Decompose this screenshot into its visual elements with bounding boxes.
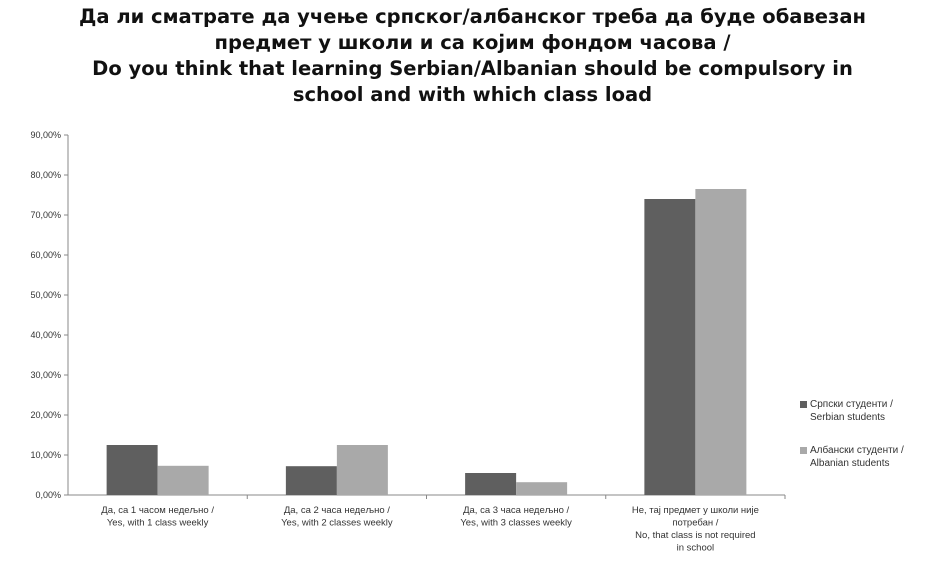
y-tick-label: 50,00%	[30, 290, 61, 300]
bar-series-2-cat-2	[337, 445, 388, 495]
y-tick-label: 90,00%	[30, 130, 61, 140]
y-tick-label: 40,00%	[30, 330, 61, 340]
bar-series-2-cat-4	[695, 189, 746, 495]
y-tick-label: 10,00%	[30, 450, 61, 460]
bar-series-1-cat-4	[644, 199, 695, 495]
bar-series-2-cat-1	[158, 466, 209, 495]
legend-label-line: Српски студенти /	[810, 398, 945, 411]
y-tick-label: 20,00%	[30, 410, 61, 420]
legend-label-line: Serbian students	[810, 411, 945, 424]
x-category-label: Yes, with 2 classes weekly	[281, 518, 393, 529]
x-category-label: Yes, with 3 classes weekly	[460, 518, 572, 529]
bars-group	[107, 189, 785, 499]
legend-label-line: Албански студенти /	[810, 444, 945, 457]
legend-entry: Албански студенти / Albanian students	[800, 444, 945, 470]
legend-entry: Српски студенти / Serbian students	[800, 398, 945, 424]
y-axis-ticks: 0,00% 10,00% 20,00% 30,00% 40,00% 50,00% 60,00…	[30, 130, 68, 500]
legend-swatch	[800, 447, 807, 454]
x-category-label: Yes, with 1 class weekly	[107, 518, 209, 529]
bar-series-1-cat-2	[286, 466, 337, 495]
y-tick-label: 80,00%	[30, 170, 61, 180]
legend-label-line: Albanian students	[810, 457, 945, 470]
x-category-label: Да, са 1 часом недељно /	[101, 505, 214, 516]
x-category-label: Не, тај предмет у школи није	[632, 505, 759, 516]
bar-series-1-cat-3	[465, 473, 516, 495]
bar-series-1-cat-1	[107, 445, 158, 495]
bar-series-2-cat-3	[516, 482, 567, 495]
x-category-label: потребан /	[672, 518, 718, 529]
y-tick-label: 30,00%	[30, 370, 61, 380]
legend-swatch	[800, 401, 807, 408]
legend: Српски студенти / Serbian students Албанск…	[800, 398, 945, 490]
legend-label: Српски студенти / Serbian students	[810, 398, 945, 424]
x-category-label: in school	[677, 543, 715, 554]
x-category-label: Да, са 3 часа недељно /	[463, 505, 569, 516]
y-tick-label: 60,00%	[30, 250, 61, 260]
legend-label: Албански студенти / Albanian students	[810, 444, 945, 470]
x-category-label: No, that class is not required	[635, 530, 755, 541]
x-axis-labels: Да, са 1 часом недељно / Yes, with 1 clas…	[101, 505, 759, 554]
y-tick-label: 0,00%	[35, 490, 61, 500]
y-tick-label: 70,00%	[30, 210, 61, 220]
x-category-label: Да, са 2 часа недељно /	[284, 505, 390, 516]
